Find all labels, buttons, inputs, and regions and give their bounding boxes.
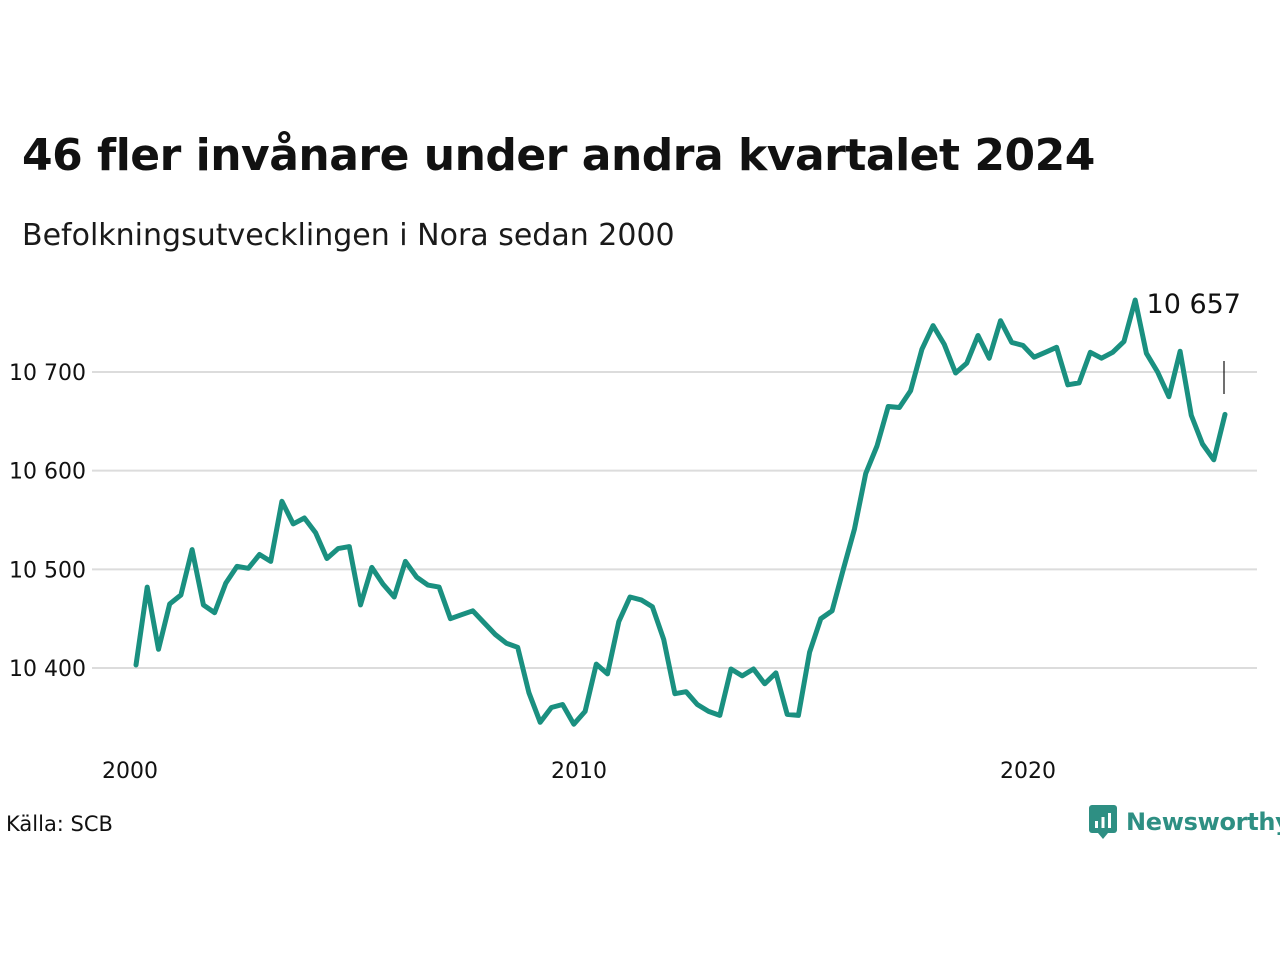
x-tick-label: 2020: [1000, 759, 1056, 784]
chart-title: 46 fler invånare under andra kvartalet 2…: [22, 130, 1095, 181]
brand-logo[interactable]: Newsworthy: [1088, 804, 1280, 840]
x-tick-label: 2010: [551, 759, 607, 784]
chart-subtitle: Befolkningsutvecklingen i Nora sedan 200…: [22, 218, 675, 253]
y-tick-label: 10 600: [9, 460, 86, 485]
y-tick-label: 10 400: [9, 657, 86, 682]
x-tick-label: 2000: [102, 759, 158, 784]
brand-name: Newsworthy: [1126, 808, 1280, 836]
y-tick-label: 10 500: [9, 558, 86, 583]
end-value-label: 10 657: [1147, 289, 1241, 320]
source-note: Källa: SCB: [6, 812, 113, 836]
population-line: [133, 297, 1228, 727]
y-tick-label: 10 700: [9, 361, 86, 386]
newsworthy-logo-icon: [1089, 805, 1117, 839]
